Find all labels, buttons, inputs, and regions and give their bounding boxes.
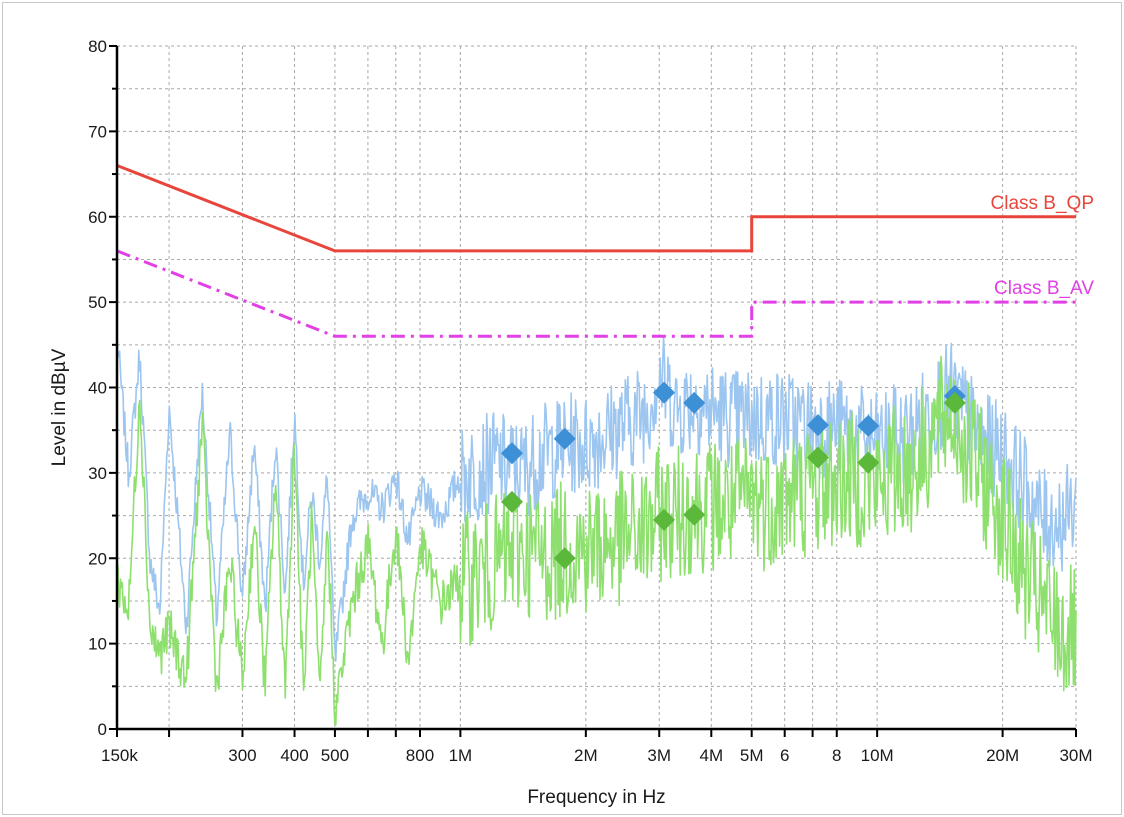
axes (109, 45, 1077, 737)
x-tick-label: 2M (574, 746, 598, 765)
marker-point (553, 547, 576, 570)
marker-point (652, 381, 675, 404)
x-tick-label: 6 (780, 746, 789, 765)
x-tick-label: 20M (986, 746, 1019, 765)
marker-point (553, 427, 576, 450)
x-tick-label: 8 (832, 746, 841, 765)
marker-point (806, 446, 829, 469)
marker-point (652, 508, 675, 531)
marker-point (500, 442, 523, 465)
x-tick-label: 500 (321, 746, 349, 765)
y-tick-label: 10 (88, 635, 107, 654)
marker-point (500, 490, 523, 513)
marker-point (806, 414, 829, 437)
y-tick-label: 50 (88, 293, 107, 312)
grid (117, 45, 1077, 729)
marker-point (683, 391, 706, 414)
x-tick-label: 5M (740, 746, 764, 765)
marker-point (943, 391, 966, 414)
x-axis-title: Frequency in Hz (527, 787, 665, 808)
marker-point (857, 414, 880, 437)
marker-point (683, 503, 706, 526)
x-tick-label: 300 (228, 746, 256, 765)
marker-point (857, 451, 880, 474)
limit-label: Class B_QP (991, 193, 1094, 214)
marker-points (500, 381, 966, 570)
limit-lines: Class B_QP Class B_AV (116, 164, 1094, 338)
y-tick-label: 80 (88, 37, 107, 56)
x-tick-label: 10M (861, 746, 894, 765)
y-tick-label: 60 (88, 208, 107, 227)
y-tick-label: 20 (88, 549, 107, 568)
emission-spectrum-chart: Class B_QP Class B_AV 0 10 20 30 40 50 60 70 80 15… (49, 37, 1094, 808)
y-tick-label: 70 (88, 122, 107, 141)
x-tick-label: 4M (699, 746, 723, 765)
y-axis-title: Level in dBµV (49, 348, 70, 466)
limit-line (116, 164, 1076, 253)
measurement-trace (116, 355, 1077, 726)
x-tick-label: 30M (1059, 746, 1092, 765)
x-tick-label: 1M (449, 746, 473, 765)
limit-line (116, 249, 1076, 338)
measurement-trace (116, 334, 1077, 662)
y-tick-label: 40 (88, 379, 107, 398)
tick-labels: 0 10 20 30 40 50 60 70 80 150k 300 400 500 800 1M 2M 3M 4… (88, 37, 1092, 765)
measurement-traces (116, 334, 1077, 726)
y-tick-label: 0 (98, 720, 107, 739)
x-tick-label: 150k (101, 746, 138, 765)
x-tick-label: 3M (647, 746, 671, 765)
y-tick-label: 30 (88, 464, 107, 483)
x-tick-label: 800 (406, 746, 434, 765)
x-tick-label: 400 (280, 746, 308, 765)
limit-label: Class B_AV (994, 278, 1094, 299)
